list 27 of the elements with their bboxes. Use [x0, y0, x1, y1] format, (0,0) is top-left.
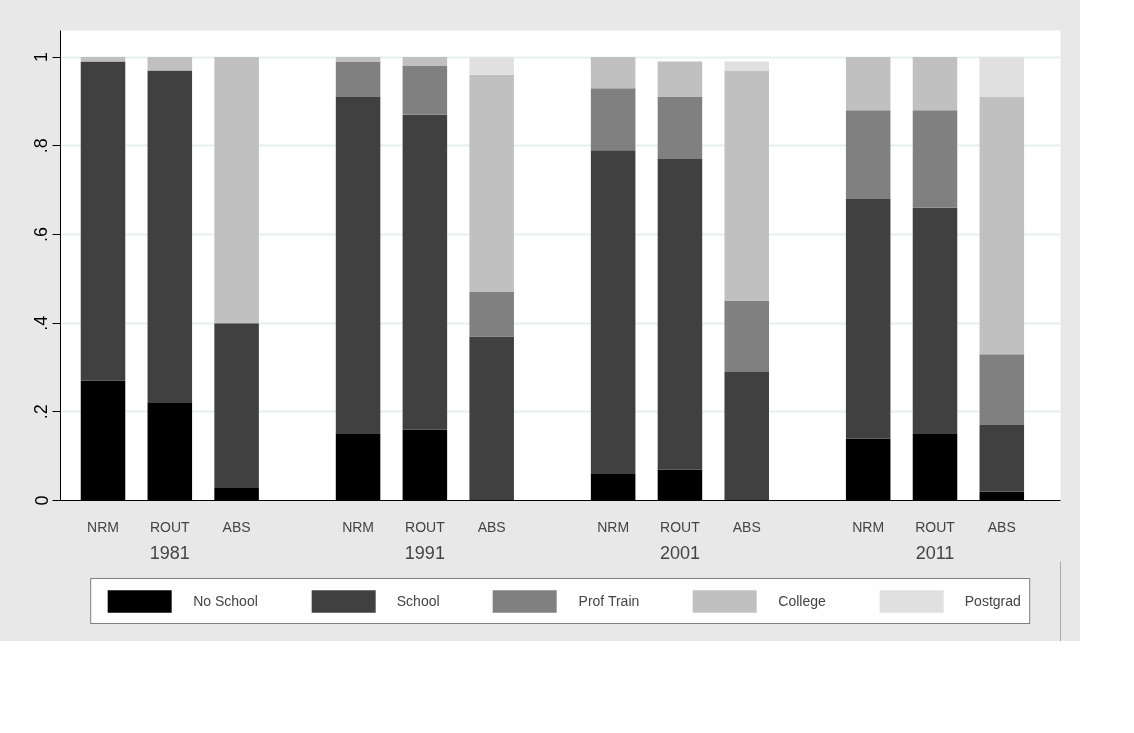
x-tick-label: ABS [477, 518, 506, 535]
x-tick-label: NRM [342, 518, 375, 535]
text: 1991 [404, 542, 445, 563]
legend-label: Postgrad [964, 593, 1021, 609]
text: 2011 [915, 542, 955, 563]
text: 1981 [149, 542, 190, 563]
legend-label: No School [193, 593, 258, 609]
y-tick-label: .8 [31, 138, 52, 154]
x-tick-label: NRM [597, 518, 630, 535]
x-tick-label: ROUT [660, 518, 701, 535]
legend-label: Prof Train [578, 593, 640, 609]
y-tick-label: 0 [31, 495, 52, 506]
x-tick-label: ABS [987, 518, 1016, 535]
legend-label: School [396, 593, 440, 609]
x-tick-label: NRM [87, 518, 119, 535]
x-tick-label: ROUT [149, 518, 191, 535]
x-tick-label: ABS [222, 518, 251, 535]
y-tick-label: 1 [31, 52, 52, 63]
text: 2001 [659, 542, 700, 563]
x-tick-label: ABS [732, 518, 761, 535]
x-tick-label: NRM [852, 518, 885, 535]
y-tick-label: .2 [31, 404, 52, 420]
y-tick-label: .4 [31, 315, 52, 331]
x-tick-label: ROUT [915, 518, 956, 535]
y-tick-label: .6 [31, 226, 52, 242]
x-tick-label: ROUT [405, 518, 446, 535]
legend-label: College [778, 593, 826, 609]
